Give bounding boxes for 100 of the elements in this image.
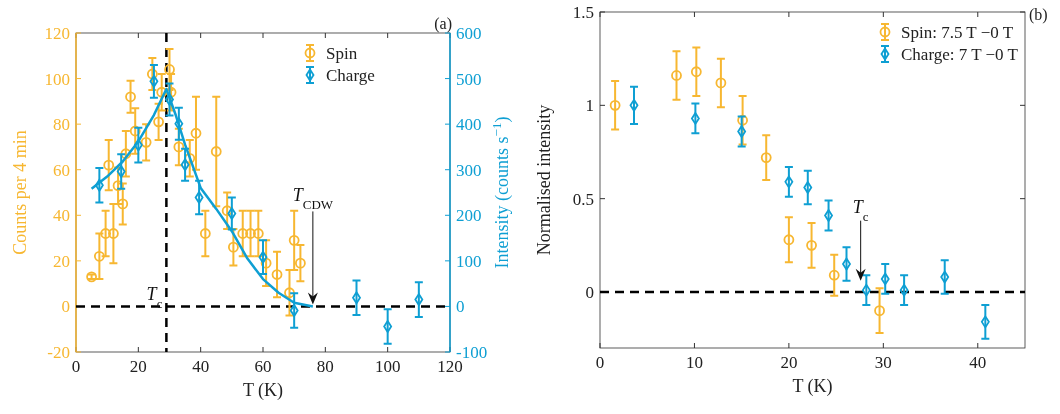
point [94, 178, 104, 192]
y2-tick-label: 100 [456, 251, 482, 271]
point [174, 117, 184, 131]
point [237, 228, 249, 239]
y-tick-label: 20 [53, 251, 70, 271]
y2-tick-label: 600 [456, 24, 482, 43]
point [383, 320, 393, 333]
x-tick-label: 100 [374, 357, 401, 376]
point [194, 191, 204, 204]
point [164, 64, 175, 75]
y-tick-label: 120 [44, 24, 70, 43]
y-tick-label: 40 [53, 206, 70, 226]
x-tick-label: 60 [254, 357, 272, 376]
point [414, 293, 424, 306]
point [940, 270, 950, 284]
point [260, 257, 272, 269]
y-axis-title: Normalised intensity [534, 104, 554, 256]
point [140, 136, 152, 148]
point [210, 146, 222, 157]
point [108, 228, 119, 239]
point [173, 141, 185, 153]
point [690, 112, 700, 125]
point [284, 287, 295, 299]
y-tick-label: -20 [47, 343, 70, 362]
x-tick-label: 40 [969, 353, 987, 372]
point [153, 116, 164, 128]
point [245, 228, 256, 239]
x-axis-title: T (K) [242, 380, 284, 401]
legend-label: Spin: 7.5 T −0 T [901, 23, 1014, 42]
x-axis-title: T (K) [792, 376, 833, 397]
point [880, 272, 890, 286]
text: (b) [1029, 6, 1048, 24]
point [980, 315, 990, 329]
point [120, 148, 132, 160]
legend-label: Spin [326, 44, 358, 63]
point [133, 138, 143, 152]
y-tick-label: 60 [53, 160, 70, 180]
annotation: T$_{CDW}$ [292, 185, 334, 212]
point [146, 68, 158, 80]
point [117, 198, 129, 210]
point [629, 98, 639, 112]
point [252, 228, 264, 239]
point [221, 205, 233, 217]
x-tick-label: 10 [685, 353, 703, 372]
point [874, 305, 885, 317]
point [149, 74, 159, 88]
y-tick-label: 0 [585, 283, 594, 302]
point [715, 77, 727, 89]
y-tick-label: 100 [44, 69, 70, 89]
y2-tick-label: 300 [456, 160, 482, 180]
legend-label: Charge [326, 66, 375, 85]
point [100, 228, 112, 239]
point [125, 91, 136, 103]
point [737, 125, 747, 138]
point [861, 283, 871, 297]
y2-tick-label: 200 [456, 206, 482, 226]
y2-tick-label: 400 [456, 115, 482, 135]
annotation: T$_{c}$ [146, 284, 163, 311]
y-tick-label: 0 [61, 297, 70, 317]
point [295, 257, 306, 269]
x-tick-label: 80 [316, 357, 334, 376]
y2-tick-label: 0 [456, 297, 465, 317]
point [288, 234, 300, 246]
point [609, 99, 621, 111]
x-tick-label: 30 [874, 353, 892, 372]
x-tick-label: 20 [780, 353, 798, 372]
point [828, 269, 840, 281]
point [784, 175, 794, 189]
point [737, 114, 749, 126]
point [180, 158, 190, 172]
y-axis-title: Counts per 4 min [10, 130, 30, 255]
point [184, 152, 196, 164]
point [783, 234, 795, 246]
point [227, 207, 237, 220]
point [271, 269, 283, 280]
legend-label: Charge: 7 T −0 T [901, 45, 1019, 64]
point [103, 159, 115, 171]
y2-tick-label: 500 [456, 69, 482, 89]
x-tick-label: 20 [129, 357, 147, 376]
point [671, 70, 682, 81]
y-tick-label: 0.5 [572, 189, 594, 209]
point [129, 125, 141, 137]
point [760, 152, 772, 163]
point [690, 66, 702, 78]
y-tick-label: 80 [53, 115, 70, 135]
annotation: T$_{c}$ [852, 196, 869, 224]
point [190, 127, 202, 139]
point [199, 228, 211, 239]
point [899, 283, 909, 297]
point [289, 304, 299, 317]
y-tick-label: 1.5 [572, 3, 594, 22]
point [156, 86, 168, 98]
point [806, 239, 817, 251]
point [93, 250, 105, 262]
point [227, 241, 239, 253]
point [803, 181, 813, 194]
x-tick-label: 40 [192, 357, 210, 376]
y-tick-label: 1 [585, 96, 594, 116]
point [165, 86, 177, 98]
text: (a) [434, 15, 452, 33]
